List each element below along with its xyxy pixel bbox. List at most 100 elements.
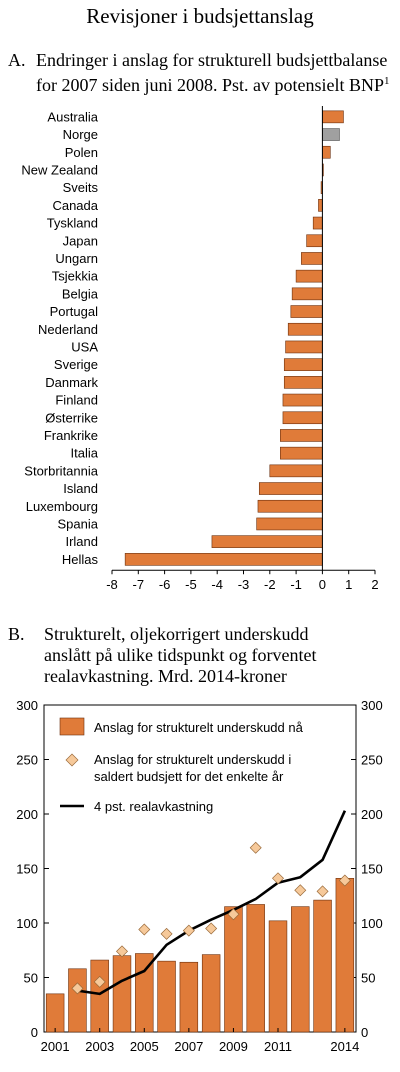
bar-25 bbox=[124, 553, 323, 566]
diamond-2006 bbox=[160, 927, 173, 940]
diamond-2005 bbox=[138, 923, 151, 936]
bar-2011 bbox=[268, 920, 288, 1033]
category-label-5: Canada bbox=[52, 198, 98, 213]
panel-b-title-line2: anslått på ulike tidspunkt og forventet bbox=[44, 645, 317, 665]
legend-bar-swatch bbox=[59, 717, 85, 736]
diamond-2004 bbox=[116, 945, 128, 958]
bar-10 bbox=[291, 287, 323, 301]
category-label-12: Nederland bbox=[38, 322, 98, 337]
bar-8 bbox=[301, 252, 323, 265]
bar-2007 bbox=[179, 961, 199, 1033]
panel-a-letter: A. bbox=[8, 50, 26, 70]
x-tick-label-6: -2 bbox=[264, 577, 276, 592]
bar-2001 bbox=[45, 993, 65, 1033]
chart-b: 0 0 50 50 100 100 150 150 200 200 250 250 300 300 2001… bbox=[16, 698, 383, 1054]
diamond-2012 bbox=[294, 884, 307, 897]
bar-16 bbox=[282, 393, 323, 407]
bar-5 bbox=[318, 199, 323, 212]
bar-17 bbox=[282, 411, 323, 425]
bar-21 bbox=[258, 482, 323, 495]
diamond-2007 bbox=[182, 924, 195, 937]
panel-b-title-line3: realavkastning. Mrd. 2014-kroner bbox=[44, 666, 287, 686]
category-label-15: Danmark bbox=[45, 375, 98, 390]
x-tick-label-0: 2001 bbox=[41, 1039, 70, 1054]
category-label-23: Spania bbox=[58, 516, 99, 531]
panel-b-letter: B. bbox=[8, 624, 25, 644]
chart-a: Australia Norge Polen New Zealand Sveits Cana… bbox=[21, 106, 379, 592]
legend-diamond-swatch bbox=[65, 753, 79, 767]
bar-24 bbox=[211, 535, 323, 548]
line-series-realavkastning bbox=[77, 810, 347, 996]
bar-20 bbox=[269, 464, 323, 478]
category-label-2: Polen bbox=[65, 145, 98, 160]
category-label-4: Sveits bbox=[63, 180, 99, 195]
x-tick-label-1: -7 bbox=[133, 577, 145, 592]
bar-2014 bbox=[335, 878, 355, 1033]
bar-22 bbox=[257, 499, 323, 513]
diamond-2010 bbox=[249, 841, 262, 854]
bar-12 bbox=[287, 322, 323, 336]
bar-2013 bbox=[313, 899, 332, 1033]
panel-a-title-line1: Endringer i anslag for strukturell budsj… bbox=[36, 50, 388, 70]
category-label-3: New Zealand bbox=[21, 162, 98, 177]
y-tick-label-left-4: 200 bbox=[16, 807, 38, 822]
panel-a-title-line2: for 2007 siden juni 2008. Pst. av potens… bbox=[36, 75, 384, 95]
category-label-20: Storbritannia bbox=[24, 463, 98, 478]
x-tick-label-1: 2003 bbox=[85, 1039, 114, 1054]
panel-b-title: Strukturelt, oljekorrigert underskudd an… bbox=[44, 624, 398, 687]
bar-2008 bbox=[201, 954, 221, 1033]
bar-14 bbox=[283, 358, 323, 371]
category-label-9: Tsjekkia bbox=[52, 269, 99, 284]
category-label-7: Japan bbox=[63, 233, 98, 248]
panel-a-title-footnote: 1 bbox=[384, 75, 390, 87]
category-label-16: Finland bbox=[55, 393, 98, 408]
category-label-24: Irland bbox=[65, 534, 98, 549]
x-tick-label-8: 0 bbox=[319, 577, 326, 592]
diamond-2014 bbox=[338, 874, 351, 887]
bar-7 bbox=[306, 234, 323, 248]
x-tick-label-7: -1 bbox=[290, 577, 302, 592]
bar-11 bbox=[290, 305, 323, 318]
x-tick-label-9: 1 bbox=[345, 577, 352, 592]
category-label-0: Australia bbox=[47, 109, 98, 124]
bar-1 bbox=[322, 128, 340, 141]
y-tick-label-left-2: 100 bbox=[16, 916, 38, 931]
category-label-1: Norge bbox=[63, 127, 98, 142]
x-tick-label-4: 2009 bbox=[219, 1039, 248, 1054]
x-tick-label-5: -3 bbox=[238, 577, 250, 592]
bar-2009 bbox=[224, 906, 243, 1033]
page-title: Revisjoner i budsjettanslag bbox=[86, 4, 314, 28]
x-tick-label-3: 2007 bbox=[174, 1039, 203, 1054]
bar-15 bbox=[283, 376, 323, 389]
y-tick-label-right-0: 0 bbox=[361, 1025, 368, 1040]
category-label-25: Hellas bbox=[62, 552, 99, 567]
bar-19 bbox=[280, 446, 323, 460]
y-tick-label-left-6: 300 bbox=[16, 698, 38, 713]
category-label-21: Island bbox=[63, 481, 98, 496]
bar-2002 bbox=[68, 968, 87, 1033]
category-label-22: Luxembourg bbox=[26, 499, 98, 514]
x-tick-label-6: 2014 bbox=[330, 1039, 359, 1054]
bar-9 bbox=[295, 269, 323, 283]
bar-2004 bbox=[112, 955, 132, 1033]
bar-13 bbox=[285, 340, 323, 354]
legend-bar-label: Anslag for strukturelt underskudd nå bbox=[94, 720, 304, 735]
category-label-8: Ungarn bbox=[55, 251, 98, 266]
y-tick-label-left-1: 50 bbox=[24, 971, 38, 986]
diamond-2002 bbox=[71, 982, 84, 995]
bar-18 bbox=[280, 429, 323, 442]
y-tick-label-left-3: 150 bbox=[16, 862, 38, 877]
diamond-2011 bbox=[272, 872, 284, 885]
x-tick-label-4: -4 bbox=[211, 577, 223, 592]
category-label-6: Tyskland bbox=[47, 216, 98, 231]
x-tick-label-2: -6 bbox=[159, 577, 171, 592]
y-tick-label-right-2: 100 bbox=[361, 916, 383, 931]
x-tick-label-0: -8 bbox=[106, 577, 118, 592]
bar-2012 bbox=[291, 906, 310, 1033]
diamond-2003 bbox=[93, 975, 106, 988]
panel-b-title-line1: Strukturelt, oljekorrigert underskudd bbox=[44, 624, 309, 644]
x-tick-label-10: 2 bbox=[371, 577, 378, 592]
category-label-18: Frankrike bbox=[44, 428, 98, 443]
x-tick-label-5: 2011 bbox=[264, 1039, 292, 1054]
diamond-2013 bbox=[316, 885, 329, 898]
